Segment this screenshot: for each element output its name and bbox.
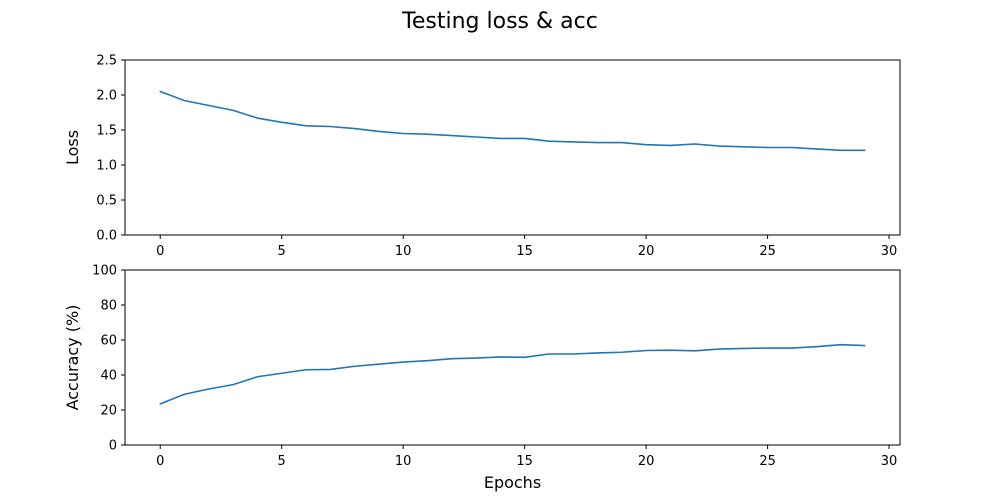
accuracy-axes-frame — [124, 269, 901, 446]
accuracy-x-tick-label: 20 — [638, 454, 655, 469]
loss-x-tick-label: 20 — [638, 244, 655, 259]
accuracy-x-axis-label: Epochs — [484, 473, 541, 492]
accuracy-x-tick-label: 15 — [516, 454, 533, 469]
loss-y-tick-label: 2.5 — [96, 54, 117, 69]
figure-title: Testing loss & acc — [401, 9, 598, 34]
loss-y-tick-label: 1.0 — [96, 159, 117, 174]
loss-x-tick-label: 0 — [156, 244, 164, 259]
accuracy-x-tick-label: 5 — [278, 454, 286, 469]
accuracy-x-tick-label: 10 — [395, 454, 412, 469]
accuracy-y-tick-label: 0 — [109, 439, 117, 454]
loss-x-tick-label: 5 — [278, 244, 286, 259]
accuracy-x-tick-label: 25 — [759, 454, 776, 469]
loss-panel: 0 5 10 15 20 25 30 0.0 0.5 1.0 1.5 2.0 2.5 Loss — [63, 54, 901, 259]
loss-y-axis-label: Loss — [63, 130, 82, 165]
loss-x-tick-label: 15 — [516, 244, 533, 259]
loss-y-tick-label: 1.5 — [96, 124, 117, 139]
accuracy-y-tick-label: 80 — [100, 299, 117, 314]
loss-y-tick-label: 0.5 — [96, 194, 117, 209]
accuracy-y-tick-label: 100 — [92, 264, 117, 279]
accuracy-y-tick-label: 60 — [100, 334, 117, 349]
accuracy-series-line — [159, 343, 866, 405]
loss-series-line — [159, 90, 866, 152]
loss-y-tick-label: 0.0 — [96, 229, 117, 244]
loss-axes-frame — [124, 59, 901, 236]
accuracy-y-axis-label: Accuracy (%) — [63, 305, 82, 411]
accuracy-x-tick-label: 0 — [156, 454, 164, 469]
loss-x-tick-label: 30 — [881, 244, 898, 259]
loss-y-tick-label: 2.0 — [96, 89, 117, 104]
loss-x-tick-label: 25 — [759, 244, 776, 259]
accuracy-x-tick-label: 30 — [881, 454, 898, 469]
accuracy-y-tick-label: 40 — [100, 369, 117, 384]
loss-x-tick-label: 10 — [395, 244, 412, 259]
accuracy-y-tick-label: 20 — [100, 404, 117, 419]
accuracy-panel: 0 5 10 15 20 25 30 0 20 40 60 80 100 Accuracy (%) Epoc… — [63, 264, 901, 492]
